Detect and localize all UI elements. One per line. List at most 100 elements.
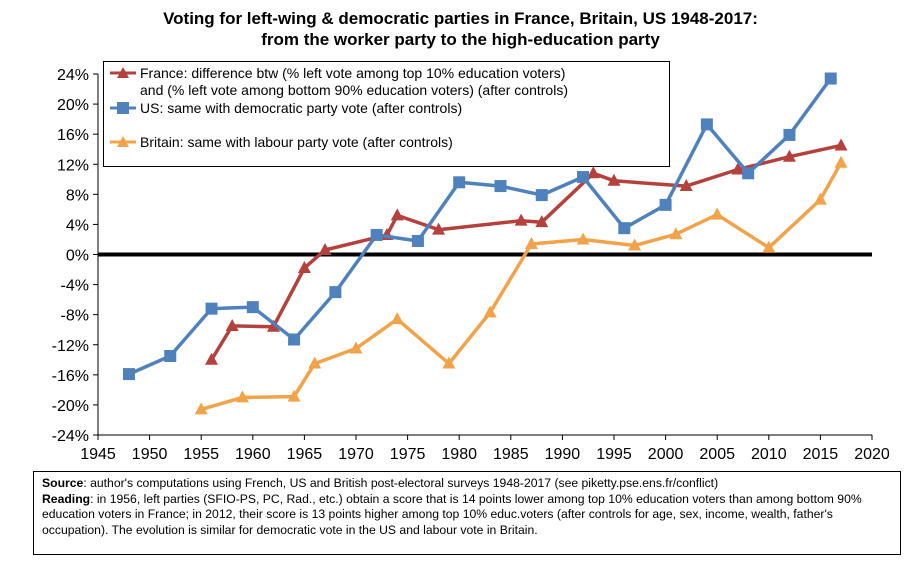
x-tick-label: 2005 bbox=[699, 446, 735, 463]
data-point-france bbox=[205, 352, 219, 365]
series-line-us bbox=[128, 77, 833, 376]
reading-line: Reading: in 1956, left parties (SFIO-PS,… bbox=[42, 492, 892, 539]
data-point-us bbox=[205, 302, 218, 315]
data-point-britain bbox=[669, 227, 683, 240]
data-point-britain bbox=[308, 356, 322, 369]
x-tick-label: 1990 bbox=[545, 446, 581, 463]
y-tick-label: 4% bbox=[66, 217, 89, 234]
x-tick-label: 1995 bbox=[596, 446, 632, 463]
y-tick-label: -16% bbox=[52, 368, 89, 385]
y-tick-label: 12% bbox=[57, 157, 89, 174]
legend-label-us: US: same with democratic party vote (aft… bbox=[140, 100, 463, 116]
data-point-us bbox=[783, 128, 796, 141]
data-point-us bbox=[246, 301, 259, 314]
x-tick-label: 1950 bbox=[132, 446, 168, 463]
legend-label-france-1: France: difference btw (% left vote amon… bbox=[140, 65, 566, 81]
x-tick-label: 1965 bbox=[287, 446, 323, 463]
data-point-france bbox=[432, 222, 446, 235]
legend-swatch-france bbox=[110, 67, 136, 78]
source-note: Source: author's computations using Fren… bbox=[33, 471, 901, 555]
data-point-us bbox=[659, 198, 672, 211]
x-tick-label: 1985 bbox=[493, 446, 529, 463]
data-point-us bbox=[700, 118, 713, 131]
y-tick-label: 16% bbox=[57, 127, 89, 144]
data-point-britain bbox=[813, 192, 827, 205]
x-tick-label: 1980 bbox=[441, 446, 477, 463]
data-point-us bbox=[329, 286, 342, 299]
data-point-france bbox=[514, 213, 528, 226]
data-point-britain bbox=[349, 341, 363, 354]
data-point-france bbox=[586, 166, 600, 179]
data-point-britain bbox=[762, 240, 776, 253]
x-tick-label: 1975 bbox=[390, 446, 426, 463]
data-point-us bbox=[824, 72, 837, 85]
series-line-britain bbox=[200, 161, 843, 412]
source-line: Source: author's computations using Fren… bbox=[42, 476, 892, 492]
legend-label-britain: Britain: same with labour party vote (af… bbox=[140, 134, 453, 150]
data-point-france bbox=[607, 173, 621, 186]
chart-title: Voting for left-wing & democratic partie… bbox=[0, 8, 921, 50]
data-point-us bbox=[370, 228, 383, 241]
data-point-britain bbox=[483, 305, 497, 318]
x-tick-label: 1960 bbox=[235, 446, 271, 463]
data-point-us bbox=[494, 180, 507, 193]
data-point-france bbox=[731, 162, 745, 175]
source-text: : author's computations using French, US… bbox=[83, 476, 719, 490]
data-point-britain bbox=[287, 389, 301, 402]
data-point-us bbox=[411, 234, 424, 247]
y-tick-label: -20% bbox=[52, 398, 89, 415]
series-line-france bbox=[210, 143, 842, 361]
x-tick-label: 1945 bbox=[80, 446, 116, 463]
source-label: Source bbox=[42, 476, 84, 490]
reading-text: : in 1956, left parties (SFIO-PS, PC, Ra… bbox=[42, 491, 862, 537]
x-tick-label: 1970 bbox=[338, 446, 374, 463]
chart-title-line2: from the worker party to the high-educat… bbox=[261, 30, 660, 49]
y-tick-label: 20% bbox=[57, 97, 89, 114]
data-point-britain bbox=[576, 232, 590, 245]
data-point-us bbox=[742, 167, 755, 180]
data-point-france bbox=[834, 138, 848, 151]
data-point-britain bbox=[524, 236, 538, 249]
data-point-britain bbox=[834, 155, 848, 168]
data-point-britain bbox=[442, 356, 456, 369]
data-point-us bbox=[535, 189, 548, 202]
y-tick-label: 8% bbox=[66, 187, 89, 204]
line-chart: -24% -20% -16% -12% -8% -4% 0% 4% 8% 12% 16% 20% 24%… bbox=[52, 67, 890, 463]
data-point-britain bbox=[628, 238, 642, 251]
data-point-france bbox=[535, 215, 549, 228]
data-point-us bbox=[288, 333, 301, 346]
x-tick-label: 2020 bbox=[854, 446, 890, 463]
data-point-us bbox=[453, 176, 466, 189]
data-point-britain bbox=[194, 402, 208, 415]
x-tick-label: 2015 bbox=[803, 446, 839, 463]
legend-label-france-2: and (% left vote among bottom 90% educat… bbox=[140, 82, 568, 98]
y-tick-label: 24% bbox=[57, 67, 89, 84]
legend-swatch-us bbox=[110, 102, 136, 114]
data-point-france bbox=[225, 318, 239, 331]
data-point-britain bbox=[390, 312, 404, 325]
data-point-us bbox=[618, 222, 631, 235]
x-tick-label: 2000 bbox=[648, 446, 684, 463]
data-point-us bbox=[122, 368, 135, 381]
data-point-france bbox=[679, 179, 693, 192]
y-tick-label: -24% bbox=[52, 428, 89, 445]
y-tick-label: -4% bbox=[61, 278, 89, 295]
y-tick-label: 0% bbox=[66, 248, 89, 265]
legend: France: difference btw (% left vote amon… bbox=[103, 61, 670, 167]
legend-swatch-britain bbox=[110, 136, 136, 147]
data-point-france bbox=[390, 208, 404, 221]
x-tick-label: 1955 bbox=[183, 446, 219, 463]
x-tick-label: 2010 bbox=[751, 446, 787, 463]
data-point-us bbox=[577, 171, 590, 184]
chart-title-line1: Voting for left-wing & democratic partie… bbox=[163, 9, 758, 28]
data-point-us bbox=[164, 350, 177, 363]
data-point-france bbox=[297, 261, 311, 274]
y-tick-label: -12% bbox=[52, 338, 89, 355]
y-tick-label: -8% bbox=[61, 308, 89, 325]
data-point-britain bbox=[235, 390, 249, 403]
data-point-france bbox=[266, 319, 280, 332]
data-point-britain bbox=[710, 207, 724, 220]
data-point-france bbox=[318, 242, 332, 255]
data-point-france bbox=[782, 149, 796, 162]
reading-label: Reading bbox=[42, 491, 91, 506]
